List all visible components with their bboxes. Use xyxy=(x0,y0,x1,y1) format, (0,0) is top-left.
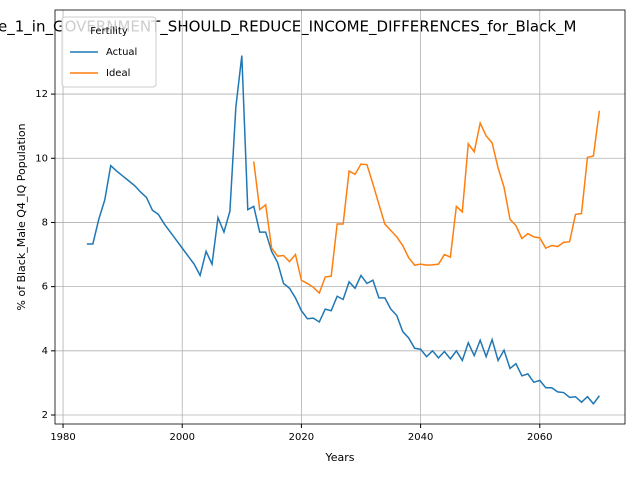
y-tick-label: 8 xyxy=(42,217,48,228)
legend-label: Ideal xyxy=(106,68,130,79)
plot-frame xyxy=(54,9,626,425)
y-tick-label: 12 xyxy=(35,89,48,100)
x-tick-label: 1980 xyxy=(50,432,75,443)
series-line xyxy=(86,55,600,405)
y-tick-label: 10 xyxy=(35,153,48,164)
y-tick-label: 4 xyxy=(42,346,48,357)
legend-label: Actual xyxy=(106,47,137,58)
legend-title: Fertility xyxy=(90,26,128,37)
series-line xyxy=(252,110,601,295)
legend-box xyxy=(61,16,157,88)
x-tick-label: 2040 xyxy=(408,432,433,443)
y-tick-label: 2 xyxy=(42,410,48,421)
x-tick-label: 2020 xyxy=(289,432,314,443)
y-tick-label: 6 xyxy=(42,282,48,293)
x-axis-label: Years xyxy=(324,451,354,464)
x-tick-label: 2060 xyxy=(527,432,552,443)
y-axis-label: % of Black_Male Q4_IQ Population xyxy=(15,123,28,310)
x-tick-label: 2000 xyxy=(170,432,195,443)
